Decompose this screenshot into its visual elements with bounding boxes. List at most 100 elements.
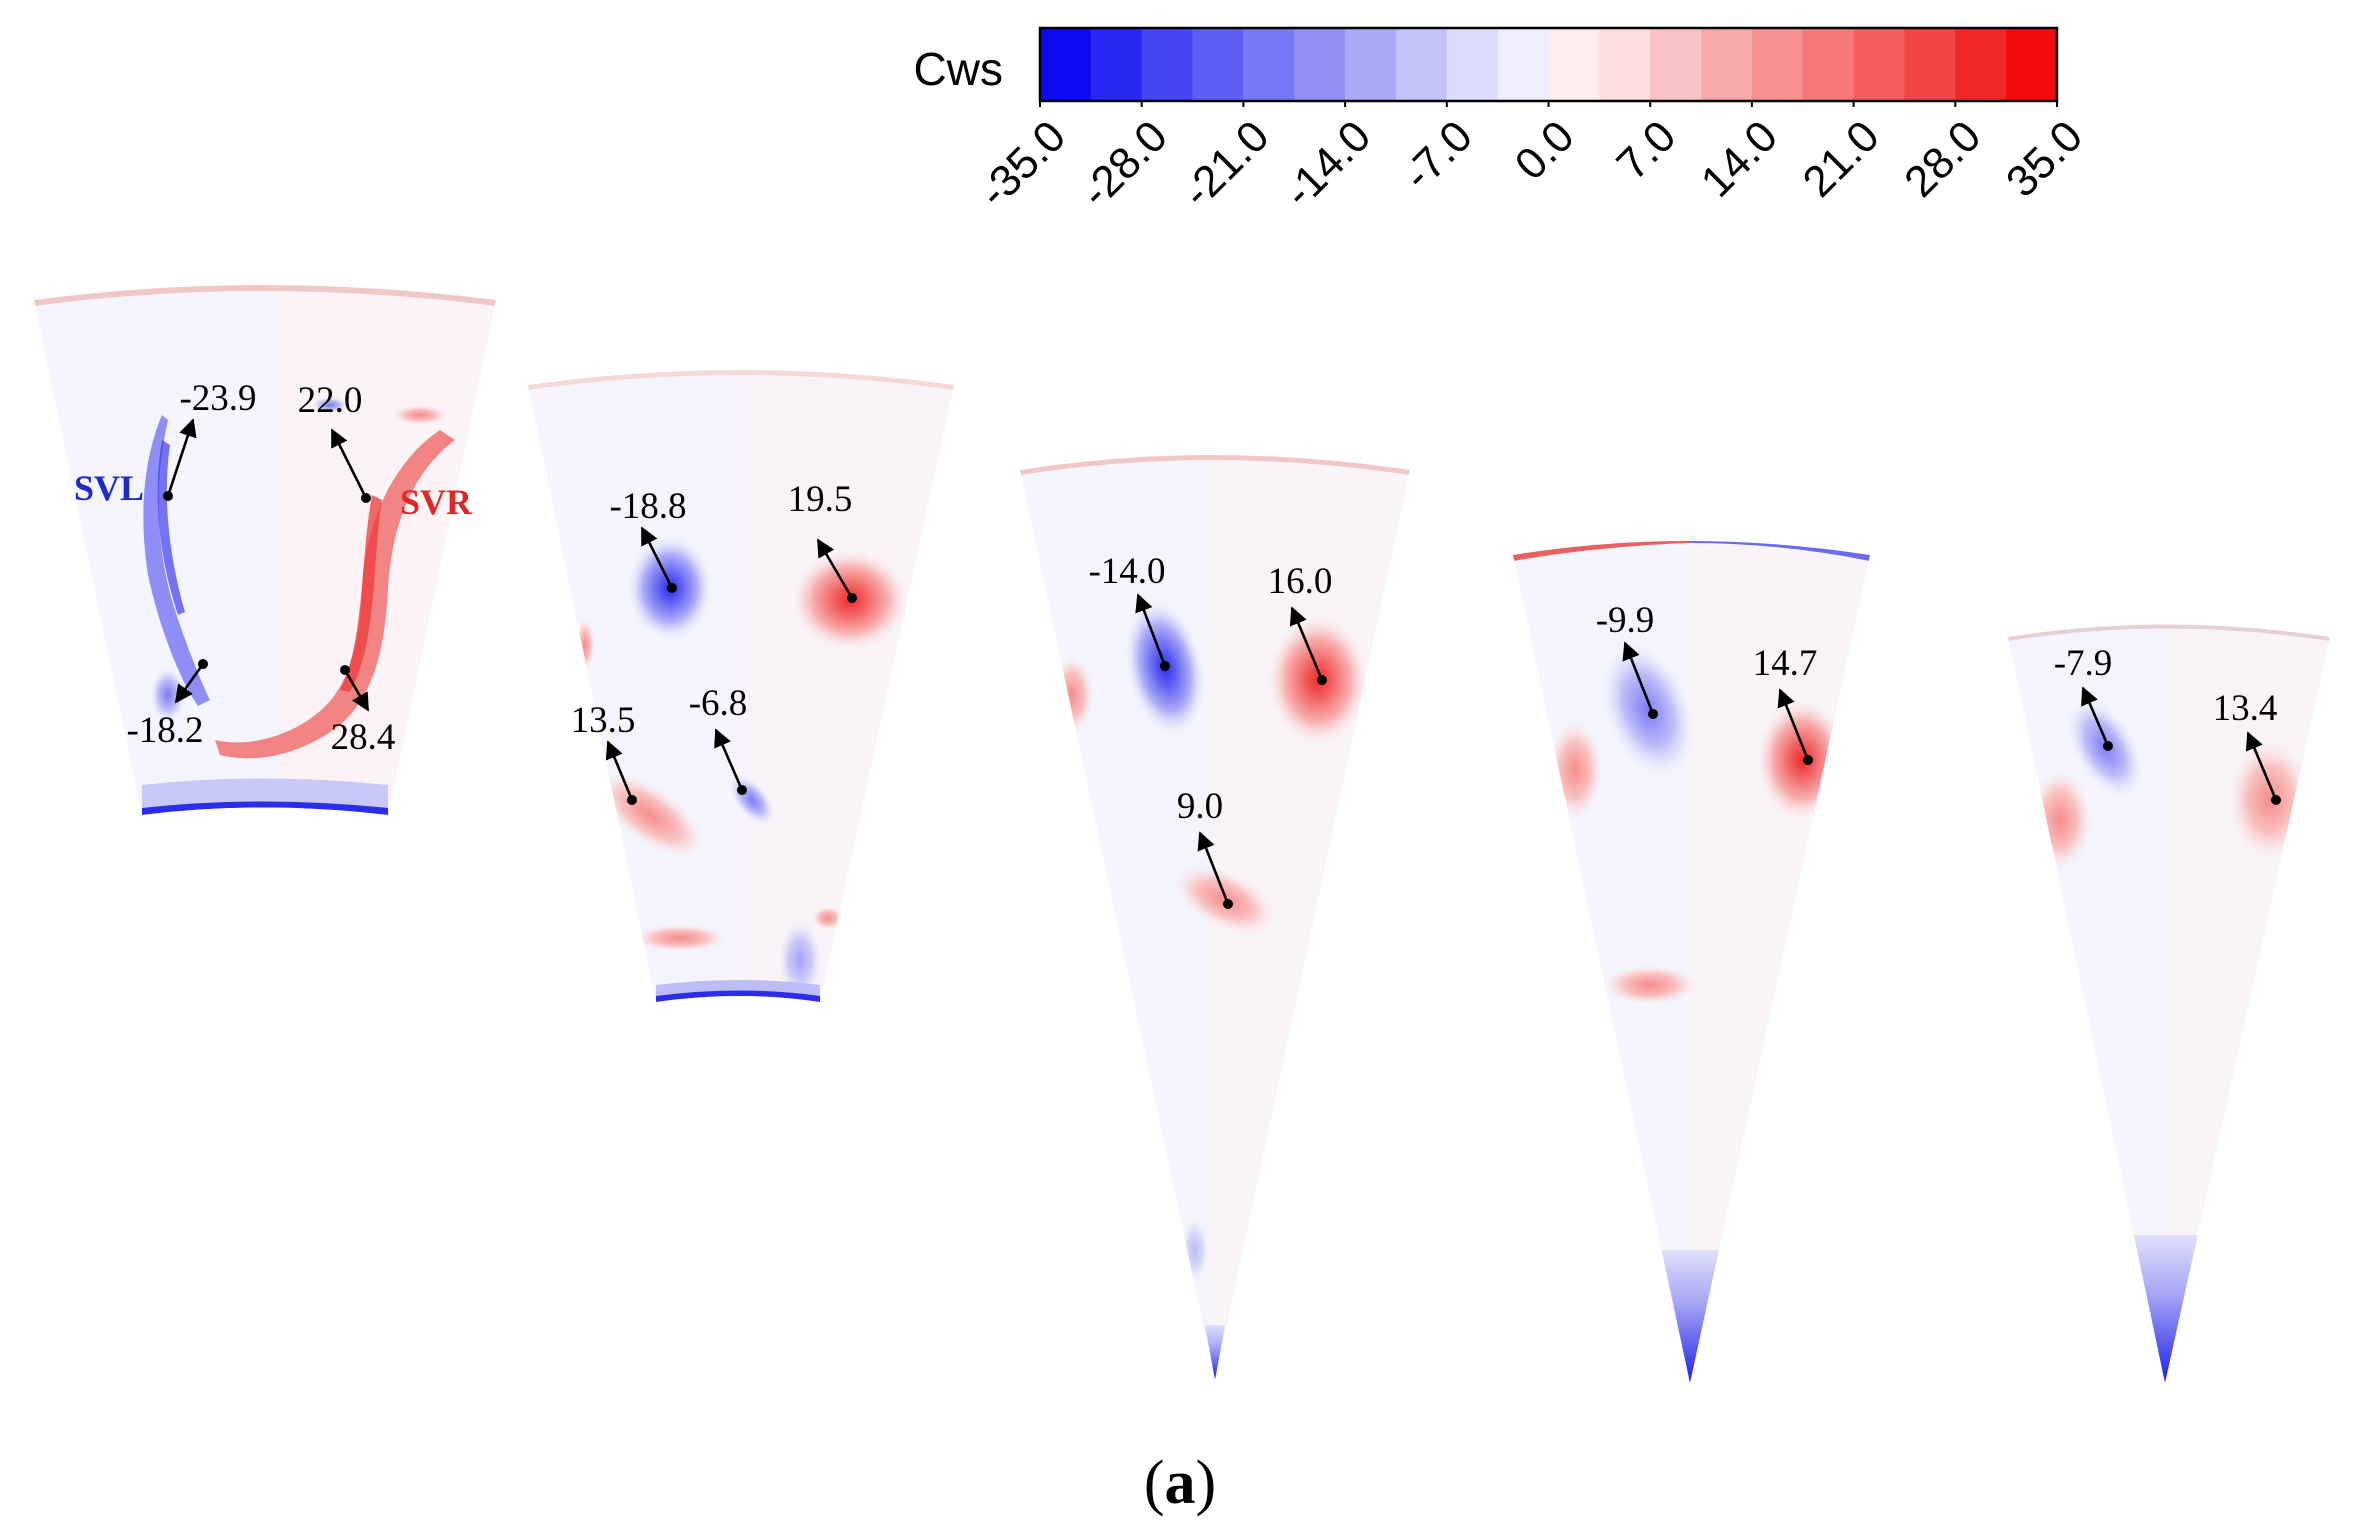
section-3-marker-3: [1223, 899, 1233, 909]
colorbar-swatch: [1243, 28, 1295, 101]
svl-label: SVL: [74, 468, 144, 508]
section-5-marker-2: [2271, 795, 2281, 805]
section-3-top-edge: [1020, 455, 1410, 475]
caption-letter: a: [1165, 1449, 1196, 1517]
section-4-positive-vortex: [1757, 700, 1847, 820]
colorbar-swatch: [1192, 28, 1244, 101]
section-4-positive-left-edge: [1547, 720, 1603, 820]
section-1-arrow-3: [174, 663, 205, 704]
colorbar-tick-label: 28.0: [1895, 111, 1990, 206]
colorbar-tick-label: 14.0: [1692, 111, 1787, 206]
section-3-contour: -14.0 16.0 9.0: [1020, 455, 1410, 1380]
section-2-value-1: -18.8: [609, 486, 686, 527]
section-5-tip: [2128, 1235, 2202, 1383]
section-5-positive-vortex: [2228, 740, 2312, 860]
section-1-svr-core: [340, 495, 382, 692]
colorbar-swatch: [1040, 28, 1092, 101]
colorbar-swatch: [1599, 28, 1651, 101]
section-4-tip: [1645, 1250, 1735, 1383]
section-4-contour: -9.9 14.7: [1513, 541, 1870, 1383]
colorbar-swatch: [1802, 28, 1855, 101]
colorbar-legend: Cws -35.0-28.0-21.0-14.0 -7.0 0.0 7.0 14.0 21…: [914, 26, 2092, 217]
section-2-top-edge: [528, 370, 954, 390]
colorbar-title: Cws: [914, 43, 1003, 95]
section-1-value-1: -23.9: [179, 378, 256, 419]
section-3-value-1: -14.0: [1088, 551, 1165, 592]
section-4-value-2: 14.7: [1753, 643, 1818, 684]
section-4-value-1: -9.9: [1596, 600, 1655, 641]
section-1-value-4: 28.4: [331, 717, 396, 758]
section-4-positive-lower-patch: [1602, 965, 1698, 1005]
section-3-arrow-2: [1289, 606, 1324, 681]
colorbar-swatch: [1294, 28, 1346, 101]
section-2-positive-patch-3: [575, 619, 595, 671]
section-3-value-3: 9.0: [1177, 786, 1223, 827]
svr-label: SVR: [400, 482, 473, 522]
section-2-arrow-4: [714, 728, 744, 791]
section-1-svl-band: [143, 415, 210, 706]
section-1-negative-patch-lower: [150, 667, 186, 723]
section-2-right-half-tint: [740, 370, 954, 1002]
section-3-arrow-1: [1135, 593, 1167, 667]
colorbar-tick-label: -7.0: [1394, 111, 1482, 199]
section-5-arrow-2: [2245, 731, 2278, 801]
section-3-marker-2: [1317, 675, 1327, 685]
section-5-value-1: -7.9: [2054, 643, 2113, 684]
section-4-marker-1: [1648, 709, 1658, 719]
section-2-positive-patch-2: [812, 906, 844, 930]
section-1-marker-1: [163, 491, 173, 501]
section-4-arrow-1: [1622, 641, 1655, 715]
section-3-tip: [1205, 1325, 1225, 1380]
section-2-negative-patch-1: [778, 920, 822, 1000]
colorbar-swatch: [1701, 28, 1753, 101]
section-5-top-edge: [2008, 624, 2330, 641]
section-3-negative-lower-patch: [1181, 1218, 1209, 1282]
section-2-arrow-1: [640, 526, 674, 589]
section-4-arrow-2: [1777, 688, 1810, 761]
section-2-value-4: -6.8: [689, 683, 748, 724]
colorbar-swatch: [1955, 28, 2007, 101]
section-1-marker-4: [340, 665, 350, 675]
section-2-marker-3: [627, 795, 637, 805]
section-2-positive-patch-1: [632, 924, 728, 952]
colorbar-tick-label: 7.0: [1607, 111, 1685, 189]
section-2-arrow-3: [605, 740, 634, 801]
section-5-contour: -7.9 13.4: [2008, 624, 2330, 1383]
section-1-marker-2: [361, 493, 371, 503]
colorbar-swatch: [1345, 28, 1397, 101]
caption-open-paren: (: [1144, 1449, 1165, 1517]
section-1-negative-patch-upper: [312, 397, 348, 413]
section-3-marker-1: [1160, 661, 1170, 671]
colorbar-swatch: [1141, 28, 1194, 101]
colorbar-swatch: [1497, 28, 1550, 101]
section-2-value-2: 19.5: [788, 479, 853, 520]
colorbar-swatch: [1853, 28, 1906, 101]
section-3-value-2: 16.0: [1268, 561, 1333, 602]
section-1-bottom-edge: [142, 801, 388, 815]
colorbar-swatch: [1650, 28, 1702, 101]
colorbar-swatch: [1446, 28, 1499, 101]
section-2-contour: -18.8 19.5 13.5 -6.8: [528, 370, 954, 1002]
section-2-positive-secondary: [594, 771, 706, 859]
section-1-svl-core: [157, 440, 185, 615]
section-2-value-3: 13.5: [571, 700, 636, 741]
section-3-positive-left-edge: [1050, 655, 1094, 735]
colorbar-swatches: [1040, 28, 2058, 101]
section-5-value-2: 13.4: [2213, 688, 2278, 729]
colorbar-tick-label: 35.0: [1997, 111, 2092, 206]
section-3-arrow-3: [1197, 831, 1230, 905]
colorbar-tick-label: 21.0: [1794, 111, 1889, 206]
section-1-value-2: 22.0: [298, 380, 363, 421]
caption-close-paren: ): [1196, 1449, 1217, 1517]
colorbar-swatch: [1548, 28, 1600, 101]
section-4-negative-vortex: [1601, 642, 1695, 778]
section-5-positive-left-edge: [2028, 770, 2092, 870]
section-1-arrow-4: [343, 669, 370, 712]
colorbar-ticks: -35.0-28.0-21.0-14.0 -7.0 0.0 7.0 14.0 21.0 28…: [970, 101, 2092, 217]
colorbar-swatch: [1904, 28, 1956, 101]
colorbar-swatch: [1751, 28, 1804, 101]
colorbar-tick-label: 0.0: [1506, 111, 1584, 189]
section-2-bottom-edge: [656, 990, 820, 1002]
section-1-arrow-2: [330, 428, 368, 499]
